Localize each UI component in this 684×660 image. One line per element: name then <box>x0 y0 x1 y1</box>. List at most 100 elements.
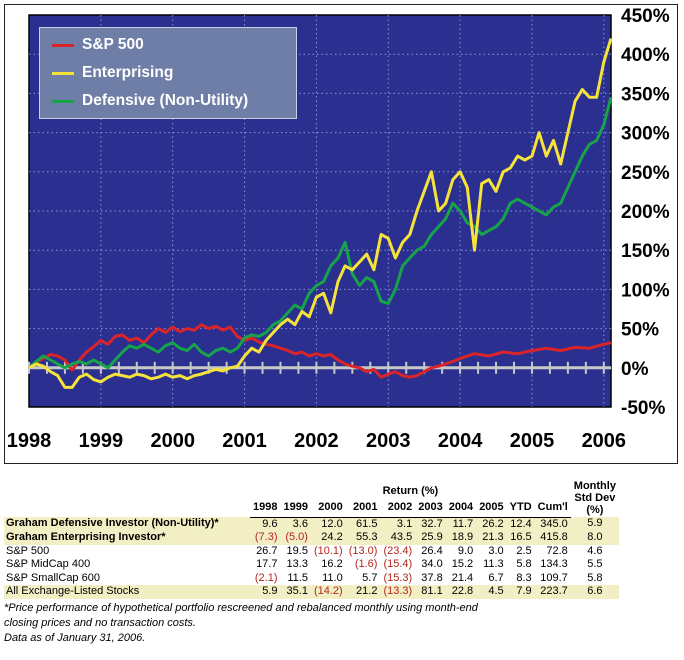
table-cell: 17.7 <box>256 558 278 571</box>
x-tick-label: 2005 <box>510 430 555 452</box>
table-cell: 72.8 <box>546 544 568 557</box>
table-cell: (13.3) <box>380 585 416 600</box>
stddev-header-line1: Monthly <box>573 480 616 492</box>
table-cell: (1.6) <box>354 558 378 571</box>
table-cell: (10.1) <box>313 544 343 557</box>
stddev-cell: 8.0 <box>570 531 619 545</box>
table-cell: 34.0 <box>421 558 443 571</box>
row-label: All Exchange-Listed Stocks <box>4 585 250 600</box>
x-tick-label: 2004 <box>438 430 483 452</box>
x-tick-label: 2001 <box>222 430 267 452</box>
y-tick-label: 300% <box>621 124 670 145</box>
legend-item: Enterprising <box>52 62 173 84</box>
table-cell: (2.1) <box>254 571 278 584</box>
table-cell: 32.7 <box>415 517 446 532</box>
table-cell: 22.8 <box>445 585 477 600</box>
table-cell: 26.2 <box>476 517 507 532</box>
stddev-cell: 5.9 <box>570 517 619 532</box>
table-row: S&P SmallCap 600 (2.1) 11.5 11.0 5.7 (15.3) 37… <box>4 572 619 586</box>
row-label: S&P MidCap 400 <box>6 558 91 571</box>
table-cell: 3.1 <box>380 517 416 532</box>
chart-legend: S&P 500 Enterprising Defensive (Non-Utilit… <box>39 27 297 119</box>
table-cell: 61.5 <box>345 517 381 532</box>
y-tick-label: 150% <box>621 241 670 262</box>
stddev-header: Monthly Std Dev (%) <box>571 480 619 517</box>
legend-label: S&P 500 <box>82 36 144 53</box>
column-header: 2003 <box>415 498 446 518</box>
table-cell: 19.5 <box>286 544 308 557</box>
y-tick-label: 100% <box>621 280 670 301</box>
table-cell: 5.9 <box>250 585 281 600</box>
footnote-line3: Data as of January 31, 2006. <box>4 632 146 645</box>
table-cell: 11.5 <box>287 571 308 584</box>
y-tick-label: 450% <box>621 6 670 27</box>
x-tick-label: 2006 <box>582 430 627 452</box>
table-cell: (15.4) <box>383 558 413 571</box>
row-label: Graham Defensive Investor (Non-Utility)* <box>4 517 250 532</box>
stddev-cell: 4.6 <box>587 544 603 557</box>
legend-swatch <box>52 99 74 103</box>
table-cell: (15.3) <box>383 571 413 584</box>
returns-table-section: Return (%) Monthly Std Dev (%) 1998 1999 2… <box>4 480 680 646</box>
table-row: Graham Enterprising Investor* (7.3) (5.0) 2… <box>4 531 619 545</box>
table-cell: 24.2 <box>310 531 346 545</box>
table-cell: 5.8 <box>516 558 532 571</box>
table-row: S&P 500 26.7 19.5 (10.1) (13.0) (23.4) 26.4 9.0… <box>4 545 619 559</box>
column-header: 1998 <box>250 498 281 518</box>
table-cell: 55.3 <box>345 531 381 545</box>
table-row: All Exchange-Listed Stocks 5.9 35.1 (14.2) 2… <box>4 585 619 600</box>
table-cell: 3.6 <box>280 517 311 532</box>
table-cell: 12.0 <box>310 517 346 532</box>
table-cell: 13.3 <box>286 558 308 571</box>
series-line-defensive-non-utility <box>28 96 613 370</box>
stddev-header-line3: (%) <box>586 504 604 516</box>
table-cell: 11.3 <box>483 558 504 571</box>
table-cell: 223.7 <box>534 585 571 600</box>
table-cell: 345.0 <box>534 517 571 532</box>
column-header: 2004 <box>445 498 477 518</box>
series-line-s-p-500 <box>28 323 612 379</box>
table-row: Graham Defensive Investor (Non-Utility)*… <box>4 517 619 532</box>
table-cell: 11.0 <box>322 571 343 584</box>
table-cell: 16.2 <box>321 558 343 571</box>
table-cell: 26.7 <box>256 544 278 557</box>
table-cell: 109.7 <box>540 571 568 584</box>
chart-frame: 450% 400% 350% 300% 250% 200% 150% 100% 50% 0% -50… <box>4 4 678 464</box>
y-tick-label: 250% <box>621 163 670 184</box>
column-header: Cum'l <box>534 498 571 518</box>
table-cell: (7.3) <box>250 531 281 545</box>
returns-table: Return (%) Monthly Std Dev (%) 1998 1999 2… <box>4 480 619 600</box>
footnotes: *Price performance of hypothetical portf… <box>4 601 680 646</box>
legend-swatch <box>52 71 74 75</box>
row-label: Graham Enterprising Investor* <box>4 531 250 545</box>
table-cell: 35.1 <box>280 585 311 600</box>
x-tick-label: 1999 <box>79 430 124 452</box>
column-header: 2001 <box>345 498 381 518</box>
table-cell: 21.3 <box>476 531 507 545</box>
table-cell: 6.7 <box>488 571 504 584</box>
legend-label: Enterprising <box>82 64 174 81</box>
y-tick-label: 50% <box>621 320 659 341</box>
table-cell: 81.1 <box>415 585 446 600</box>
column-header: 1999 <box>280 498 311 518</box>
legend-label: Defensive (Non-Utility) <box>82 92 249 109</box>
column-header: 2005 <box>476 498 507 518</box>
x-tick-label: 2000 <box>150 430 195 452</box>
column-header: 2000 <box>310 498 346 518</box>
x-tick-label: 2003 <box>366 430 411 452</box>
table-cell: 43.5 <box>380 531 416 545</box>
line-chart: 450% 400% 350% 300% 250% 200% 150% 100% 50% 0% -50… <box>7 6 670 452</box>
row-label: S&P 500 <box>6 544 50 557</box>
footnote-line2: closing prices and no transaction costs. <box>4 617 196 630</box>
y-tick-label: 0% <box>621 359 649 380</box>
table-cell: 415.8 <box>534 531 571 545</box>
table-cell: 9.6 <box>250 517 281 532</box>
table-cell: 9.0 <box>457 544 474 557</box>
table-cell: 2.5 <box>516 544 532 557</box>
table-cell: 134.3 <box>540 558 568 571</box>
legend-item: Defensive (Non-Utility) <box>52 90 248 112</box>
table-cell: 4.5 <box>476 585 507 600</box>
column-header: YTD <box>506 498 535 518</box>
stddev-cell: 5.8 <box>587 571 603 584</box>
table-cell: 8.3 <box>516 571 532 584</box>
